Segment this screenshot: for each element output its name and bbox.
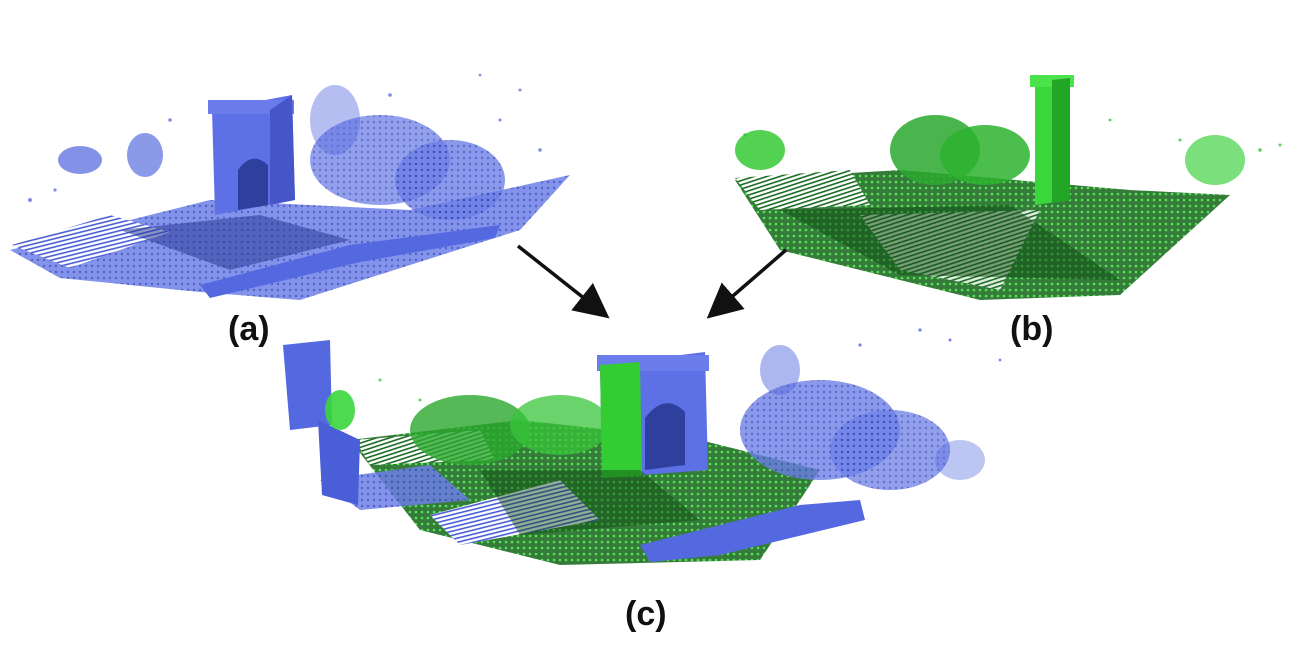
arrow-b-to-c: [706, 248, 788, 319]
point-cloud-scan-b: [735, 75, 1282, 300]
arrow-a-to-c: [516, 244, 610, 319]
point-cloud-scan-a: [10, 73, 570, 300]
label-a: (a): [228, 310, 270, 348]
point-cloud-merged-c: [283, 328, 1002, 565]
label-b: (b): [1010, 310, 1054, 348]
label-c: (c): [625, 595, 667, 633]
